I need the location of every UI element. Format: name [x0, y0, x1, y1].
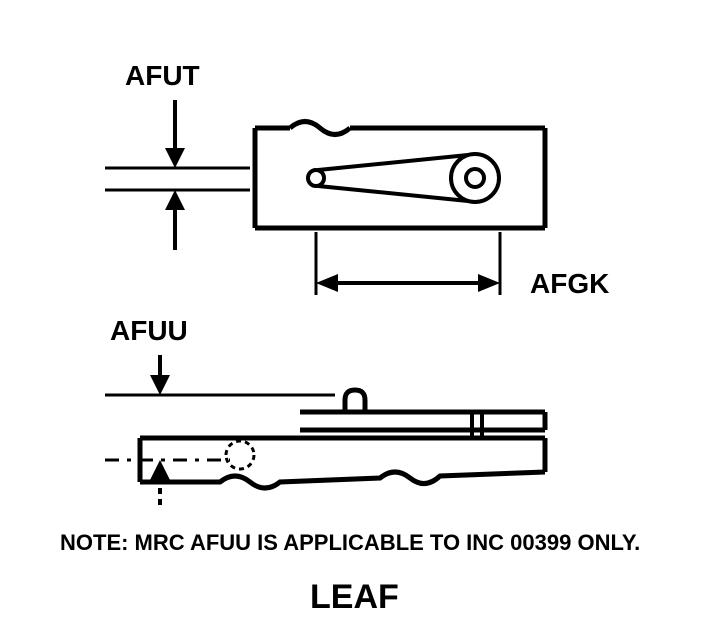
label-afgk: AFGK [530, 268, 609, 300]
afuu-arrow-down-head [150, 375, 170, 395]
side-hidden-arc-top [226, 441, 254, 455]
afgk-arrow-right [478, 274, 500, 292]
diagram-canvas: AFUT AFGK AFUU NOTE: MRC AFUU IS APPLICA… [0, 0, 728, 644]
afgk-arrow-left [316, 274, 338, 292]
side-tab [345, 390, 365, 412]
afut-arrow-up-head [165, 190, 185, 210]
afut-arrow-down-head [165, 148, 185, 168]
side-body-bottom [140, 472, 545, 488]
label-afut: AFUT [125, 60, 200, 92]
lever-pivot-outer [451, 154, 499, 202]
side-hidden-arc-bot [226, 455, 254, 469]
lever-arm-top [318, 155, 468, 170]
lever-tip [308, 170, 324, 186]
label-afuu: AFUU [110, 315, 188, 347]
afuu-arrow-up-head [150, 460, 170, 480]
topview-break [290, 122, 350, 135]
lever-pivot-inner [466, 169, 484, 187]
lever-arm-bot [318, 186, 468, 201]
title-text: LEAF [310, 578, 399, 617]
note-text: NOTE: MRC AFUU IS APPLICABLE TO INC 0039… [60, 530, 640, 556]
